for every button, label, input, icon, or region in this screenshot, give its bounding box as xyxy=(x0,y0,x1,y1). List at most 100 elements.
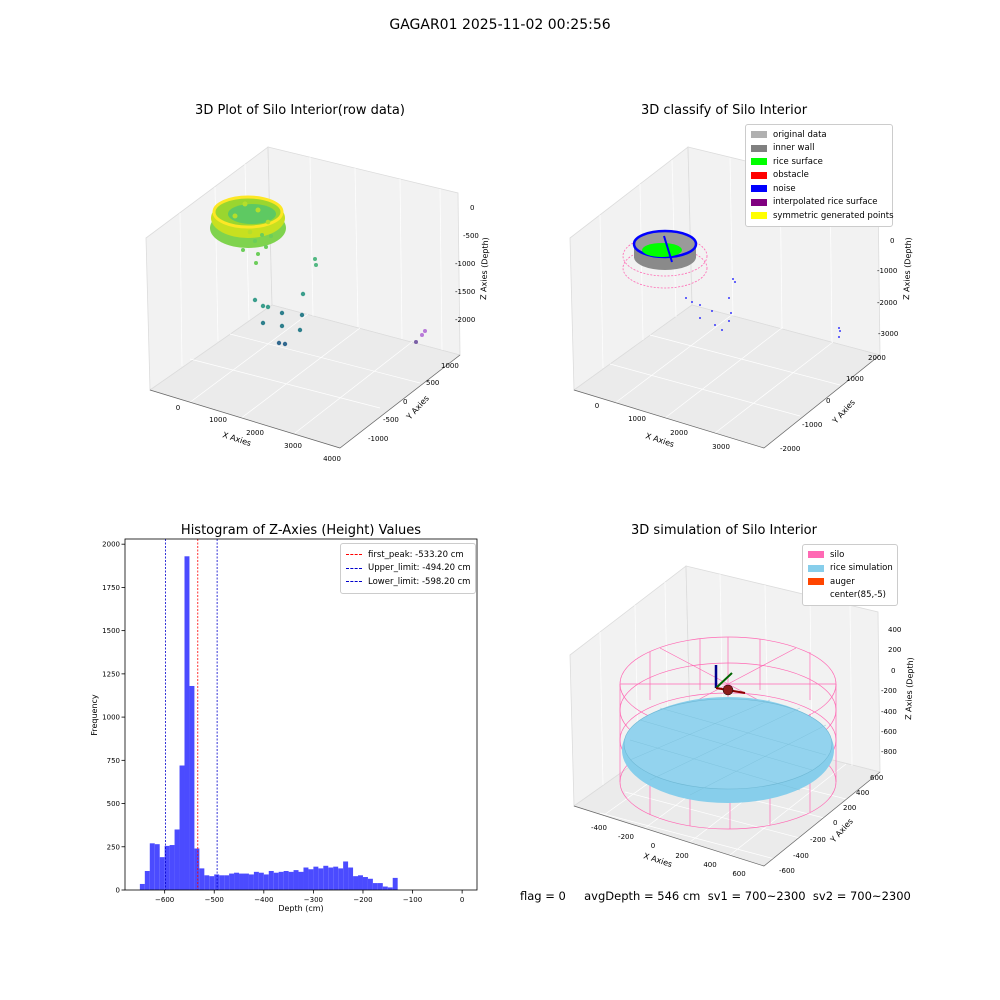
histogram-bar xyxy=(283,870,289,890)
histogram-bar xyxy=(234,872,240,890)
x-tick-label: −100 xyxy=(403,896,422,904)
legend-entry: first_peak: -533.20 cm xyxy=(346,548,470,562)
p2-ytick: 1000 xyxy=(846,375,864,383)
p4-ztick: -600 xyxy=(881,728,897,736)
histogram-bar xyxy=(268,870,274,890)
histogram-bar xyxy=(239,873,244,890)
p2-ztick: -2000 xyxy=(877,299,897,307)
p4-zlabel: Z Axies (Depth) xyxy=(904,657,915,720)
legend-entry: rice surface xyxy=(751,155,887,169)
p4-ytick: -400 xyxy=(793,852,809,860)
p1-point-cloud xyxy=(210,195,427,347)
legend-entry: noise xyxy=(751,182,887,196)
histogram-bar xyxy=(224,875,230,890)
legend-swatch xyxy=(751,171,767,179)
histogram-bar xyxy=(323,865,329,890)
p4-ztick: 0 xyxy=(891,667,895,675)
histogram-bar xyxy=(288,871,294,890)
p2-ytick: -1000 xyxy=(802,421,822,429)
p4-xtick: -200 xyxy=(618,833,634,841)
p1-ytick: -1000 xyxy=(368,435,388,443)
histogram-bar xyxy=(328,867,334,890)
panel4-title: 3D simulation of Silo Interior xyxy=(631,523,817,538)
histogram-bar xyxy=(387,887,393,890)
legend-swatch xyxy=(751,212,767,220)
histogram-bar xyxy=(139,883,145,890)
legend-entry: original data xyxy=(751,128,887,142)
histogram-bar xyxy=(229,873,235,890)
legend-entry: Upper_limit: -494.20 cm xyxy=(346,562,471,576)
histogram-bar xyxy=(333,866,339,890)
legend-swatch xyxy=(808,578,824,586)
p1-ytick: 1000 xyxy=(441,362,459,370)
hist-legend: first_peak: -533.20 cm Upper_limit: -494… xyxy=(340,543,476,594)
histogram-bar xyxy=(154,844,160,890)
histogram-bar xyxy=(189,685,195,890)
p4-ztick: -200 xyxy=(881,687,897,695)
histogram-bar xyxy=(298,871,304,890)
histogram-bar xyxy=(362,877,368,890)
p2-ytick: 2000 xyxy=(868,354,886,362)
legend-entry: interpolated rice surface xyxy=(751,196,887,210)
p4-silo-simulation xyxy=(619,636,837,830)
hist-ylabel: Frequency xyxy=(90,694,99,736)
legend-swatch xyxy=(808,592,824,599)
histogram-bar xyxy=(353,876,359,890)
legend-swatch xyxy=(751,158,767,166)
p4-xlabel: X Axies xyxy=(642,851,673,869)
histogram-bar xyxy=(179,765,185,890)
p2-ztick: -3000 xyxy=(878,330,898,338)
legend-swatch xyxy=(808,551,824,559)
p2-ytick: -2000 xyxy=(780,445,800,453)
p1-xtick: 4000 xyxy=(323,455,341,463)
histogram-bar xyxy=(392,877,398,890)
histogram-bar xyxy=(258,872,264,890)
p2-ztick: -1000 xyxy=(877,267,897,275)
histogram-bar xyxy=(194,848,200,890)
y-tick-label: 500 xyxy=(107,800,120,808)
legend-entry: center(85,-5) xyxy=(808,589,892,603)
histogram-bar xyxy=(348,867,354,890)
panel1-title: 3D Plot of Silo Interior(row data) xyxy=(195,103,405,118)
p1-zlabel: Z Axies (Depth) xyxy=(479,237,490,300)
y-tick-label: 1500 xyxy=(102,627,120,635)
p1-ztick: 0 xyxy=(470,204,474,212)
histogram-bar xyxy=(273,872,279,890)
y-tick-label: 250 xyxy=(107,843,120,851)
legend-entry: inner wall xyxy=(751,142,887,156)
legend-entry: auger xyxy=(808,575,892,589)
histogram-bar xyxy=(199,868,205,890)
x-tick-label: 0 xyxy=(460,896,464,904)
hist-xlabel: Depth (cm) xyxy=(278,904,323,913)
p1-ytick: 0 xyxy=(403,398,407,406)
p4-ytick: 400 xyxy=(856,789,869,797)
histogram-bar xyxy=(377,883,383,890)
histogram-bar xyxy=(382,886,388,890)
histogram-bar xyxy=(358,875,363,890)
histogram-bar xyxy=(253,871,259,890)
p4-ytick: 0 xyxy=(833,819,837,827)
p4-ytick: 200 xyxy=(843,804,856,812)
x-tick-label: −500 xyxy=(205,896,224,904)
p2-legend: original data inner wall rice surface ob… xyxy=(745,124,894,227)
p2-ytick: 0 xyxy=(826,397,830,405)
p1-ztick: -500 xyxy=(463,232,479,240)
p2-classified-cloud xyxy=(622,229,841,338)
legend-entry: rice simulation xyxy=(808,562,893,576)
p1-ytick: -500 xyxy=(383,416,399,424)
histogram-bar xyxy=(159,857,165,890)
p1-xtick: 0 xyxy=(176,404,180,412)
p1-ztick: -2000 xyxy=(455,316,475,324)
p1-xtick: 3000 xyxy=(284,442,302,450)
legend-swatch xyxy=(751,144,767,152)
y-tick-label: 750 xyxy=(107,757,120,765)
p4-xtick: -400 xyxy=(591,824,607,832)
histogram-bar xyxy=(184,556,190,890)
y-tick-label: 1250 xyxy=(102,670,120,678)
legend-line xyxy=(346,581,362,583)
panel3-title: Histogram of Z-Axies (Height) Values xyxy=(180,523,422,538)
p2-ztick: 0 xyxy=(890,237,894,245)
p4-legend: silo rice simulation auger center(85,-5) xyxy=(802,544,898,606)
p4-xtick: 400 xyxy=(703,861,716,869)
